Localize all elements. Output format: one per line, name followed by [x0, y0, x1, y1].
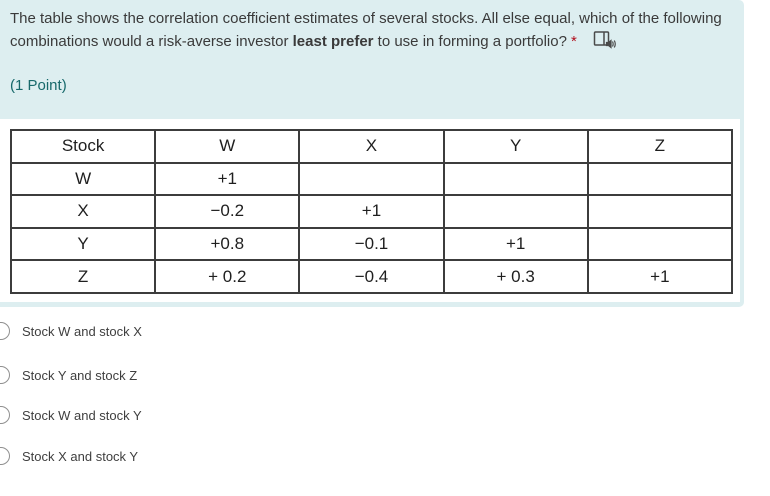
answer-option-label: Stock X and stock Y [22, 448, 139, 464]
table-cell: + 0.3 [442, 259, 589, 294]
table-cell [586, 226, 734, 262]
table-cell: +1 [586, 259, 734, 294]
table-cell: −0.2 [154, 194, 301, 229]
table-cell: −0.4 [298, 259, 445, 294]
radio-button-icon[interactable] [0, 366, 10, 384]
row-label: W [9, 161, 157, 197]
row-label: Y [9, 226, 157, 262]
table-cell [298, 161, 445, 197]
table-row: Y +0.8 −0.1 +1 [9, 226, 734, 262]
question-text-bold: least prefer [292, 33, 374, 50]
header-cell: W [154, 129, 301, 164]
header-cell: Stock [9, 129, 157, 164]
table-cell: + 0.2 [154, 259, 301, 294]
radio-button-icon[interactable] [0, 447, 10, 465]
table-image: Stock W X Y Z W +1 X [0, 119, 740, 302]
correlation-table: Stock W X Y Z W +1 X [9, 129, 734, 294]
table-cell: +1 [442, 226, 589, 262]
required-asterisk: * [570, 33, 577, 50]
question-text: The table shows the correlation coeffici… [10, 7, 736, 53]
points-label: (1 Point) [10, 77, 67, 94]
answer-option-2[interactable]: Stock Y and stock Z [0, 365, 137, 385]
table-cell [586, 161, 734, 197]
radio-button-icon[interactable] [0, 322, 10, 340]
table-cell [442, 161, 589, 197]
row-label: X [9, 194, 157, 229]
answer-option-3[interactable]: Stock W and stock Y [0, 405, 142, 425]
answer-option-label: Stock W and stock X [22, 323, 142, 339]
table-cell: −0.1 [298, 226, 445, 262]
question-text-end: to use in forming a portfolio? [373, 33, 567, 50]
table-cell [442, 194, 589, 229]
answer-option-4[interactable]: Stock X and stock Y [0, 446, 138, 466]
row-label: Z [9, 259, 157, 294]
immersive-reader-button[interactable] [593, 30, 616, 50]
immersive-reader-icon [593, 31, 616, 49]
table-cell [586, 194, 734, 229]
table-header-row: Stock W X Y Z [9, 129, 734, 164]
table-cell: +1 [298, 194, 445, 229]
answer-option-label: Stock Y and stock Z [22, 367, 138, 383]
radio-button-icon[interactable] [0, 406, 10, 424]
table-row: W +1 [9, 161, 734, 197]
table-row: X −0.2 +1 [9, 194, 734, 229]
header-cell: Y [442, 129, 589, 164]
table-cell: +0.8 [154, 226, 301, 262]
header-cell: X [298, 129, 445, 164]
question-text-start: The table shows the correlation coeffici… [10, 10, 722, 50]
table-cell: +1 [154, 161, 301, 197]
header-cell: Z [586, 129, 734, 164]
answer-option-1[interactable]: Stock W and stock X [0, 321, 142, 341]
question-card: The table shows the correlation coeffici… [0, 0, 744, 307]
table-row: Z + 0.2 −0.4 + 0.3 +1 [9, 259, 734, 294]
answer-option-label: Stock W and stock Y [22, 407, 142, 423]
